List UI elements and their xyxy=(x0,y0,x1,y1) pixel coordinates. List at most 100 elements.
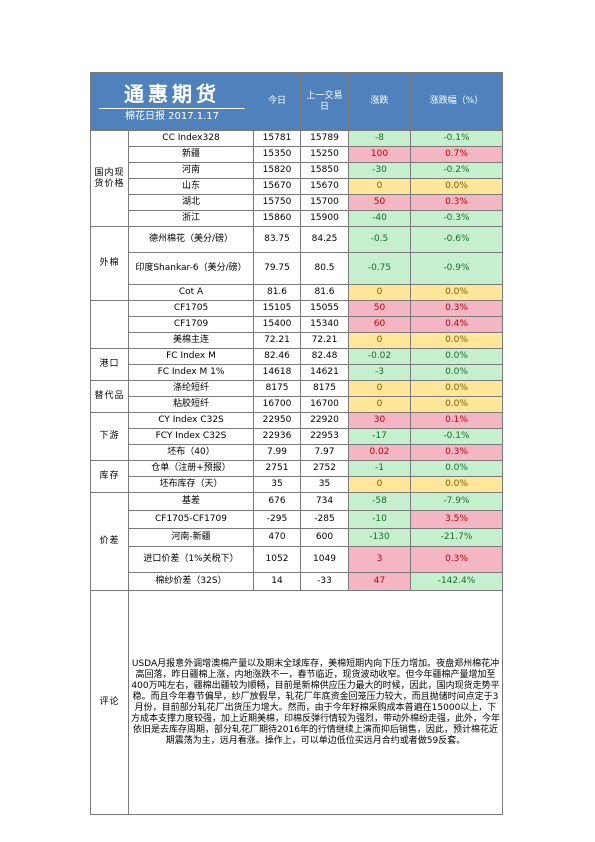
group-substitute: 替代品 xyxy=(90,380,129,413)
row-prev: -285 xyxy=(300,510,349,529)
group-inventory: 库存 xyxy=(90,460,129,493)
row-today: 83.75 xyxy=(253,226,301,253)
row-name: CF1705 xyxy=(128,300,254,317)
row-today: 16700 xyxy=(253,396,301,413)
brand-title: 通惠期货 xyxy=(124,81,220,106)
row-today: 82.46 xyxy=(253,348,301,365)
row-pct: 0.0% xyxy=(410,284,503,301)
row-name: FC Index M xyxy=(128,348,254,365)
row-pct: 0.3% xyxy=(410,300,503,317)
row-pct: 0.0% xyxy=(410,348,503,365)
row-pct: 0.0% xyxy=(410,396,503,413)
row-name: 坯布库存（天） xyxy=(128,476,254,493)
comment-text: USDA月报意外调增澳棉产量以及期末全球库存，美棉短期内向下压力增加。夜盘郑州棉… xyxy=(128,590,503,815)
report-header: 通惠期货 棉花日报 2017.1.17 xyxy=(90,72,254,131)
row-name: 德州棉花（美分/磅） xyxy=(128,226,254,253)
row-pct: 0.3% xyxy=(410,194,503,211)
row-today: 676 xyxy=(253,492,301,511)
row-name: FC Index M 1% xyxy=(128,364,254,381)
row-change: -1 xyxy=(348,460,411,477)
row-pct: 0.4% xyxy=(410,316,503,333)
row-name: Cot A xyxy=(128,284,254,301)
table-row: 国内现货价格 CC Index328 15781 15789 -8 -0.1% xyxy=(90,130,503,227)
table-row: CF1709 15400 15340 60 0.4% xyxy=(91,316,503,333)
row-change: -30 xyxy=(348,162,411,179)
group-domestic: 国内现货价格 xyxy=(90,130,129,227)
row-prev: 2752 xyxy=(300,460,349,477)
row-change: 100 xyxy=(348,146,411,163)
row-prev: 35 xyxy=(300,476,349,493)
row-today: 72.21 xyxy=(253,332,301,349)
row-change: 0 xyxy=(348,380,411,397)
row-prev: 81.6 xyxy=(300,284,349,301)
row-today: 79.75 xyxy=(253,252,301,285)
row-pct: -21.7% xyxy=(410,528,503,547)
row-name: CC Index328 xyxy=(128,130,254,147)
row-name: 河南 xyxy=(128,162,254,179)
row-name: 湖北 xyxy=(128,194,254,211)
row-name: CY Index C32S xyxy=(128,412,254,429)
row-change: 50 xyxy=(348,300,411,317)
table-row: 河南-新疆 470 600 -130 -21.7% xyxy=(91,528,503,547)
row-name: 仓单（注册+预报） xyxy=(128,460,254,477)
row-today: 15781 xyxy=(253,130,301,147)
row-prev: 8175 xyxy=(300,380,349,397)
row-today: 14618 xyxy=(253,364,301,381)
row-name: 河南-新疆 xyxy=(128,528,254,547)
table-row: 库存 仓单（注册+预报） 2751 2752 -1 0.0% xyxy=(90,460,503,493)
row-name: FCY Index C32S xyxy=(128,428,254,445)
row-today: 15400 xyxy=(253,316,301,333)
table-row: 价差 基差 676 734 -58 -7.9% xyxy=(90,492,503,591)
row-name: CF1705-CF1709 xyxy=(128,510,254,529)
table-row: 河南 15820 15850 -30 -0.2% xyxy=(91,162,503,179)
row-change: -130 xyxy=(348,528,411,547)
row-today: 1052 xyxy=(253,546,301,573)
row-prev: 22920 xyxy=(300,412,349,429)
row-change: 50 xyxy=(348,194,411,211)
table-row: 山东 15670 15670 0 0.0% xyxy=(91,178,503,195)
row-today: 8175 xyxy=(253,380,301,397)
group-futures xyxy=(90,300,129,349)
row-prev: 7.97 xyxy=(300,444,349,461)
row-prev: 15055 xyxy=(300,300,349,317)
row-change: -0.5 xyxy=(348,226,411,253)
row-today: 22950 xyxy=(253,412,301,429)
row-pct: 0.0% xyxy=(410,476,503,493)
row-pct: 0.7% xyxy=(410,146,503,163)
row-today: 15350 xyxy=(253,146,301,163)
group-spread: 价差 xyxy=(90,492,129,591)
row-pct: -0.2% xyxy=(410,162,503,179)
row-prev: 15850 xyxy=(300,162,349,179)
row-today: 35 xyxy=(253,476,301,493)
table-row: FC Index M 1% 14618 14621 -3 0.0% xyxy=(91,364,503,381)
row-change: -40 xyxy=(348,210,411,227)
row-name: 进口价差（1%关税下） xyxy=(128,546,254,573)
row-prev: 15670 xyxy=(300,178,349,195)
row-change: -8 xyxy=(348,130,411,147)
table-row: 美棉主连 72.21 72.21 0 0.0% xyxy=(91,332,503,349)
row-name: 浙江 xyxy=(128,210,254,227)
row-prev: 14621 xyxy=(300,364,349,381)
row-pct: 0.0% xyxy=(410,178,503,195)
row-pct: 0.3% xyxy=(410,444,503,461)
group-downstream: 下游 xyxy=(90,412,129,461)
row-change: -0.75 xyxy=(348,252,411,285)
row-name: CF1709 xyxy=(128,316,254,333)
table-row: 粘胶短纤 16700 16700 0 0.0% xyxy=(91,396,503,413)
row-pct: -0.1% xyxy=(410,428,503,445)
row-prev: 15789 xyxy=(300,130,349,147)
table-row: 印度Shankar-6（美分/磅） 79.75 80.5 -0.75 -0.9% xyxy=(91,252,503,285)
row-pct: 3.5% xyxy=(410,510,503,529)
table-row: 浙江 15860 15900 -40 -0.3% xyxy=(91,210,503,227)
row-change: 0 xyxy=(348,284,411,301)
table-row: 进口价差（1%关税下） 1052 1049 3 0.3% xyxy=(91,546,503,573)
row-name: 美棉主连 xyxy=(128,332,254,349)
row-change: -17 xyxy=(348,428,411,445)
row-today: 22936 xyxy=(253,428,301,445)
row-today: 15860 xyxy=(253,210,301,227)
row-change: -3 xyxy=(348,364,411,381)
row-name: 粘胶短纤 xyxy=(128,396,254,413)
row-prev: 15340 xyxy=(300,316,349,333)
row-pct: -142.4% xyxy=(410,572,503,591)
row-prev: 82.48 xyxy=(300,348,349,365)
